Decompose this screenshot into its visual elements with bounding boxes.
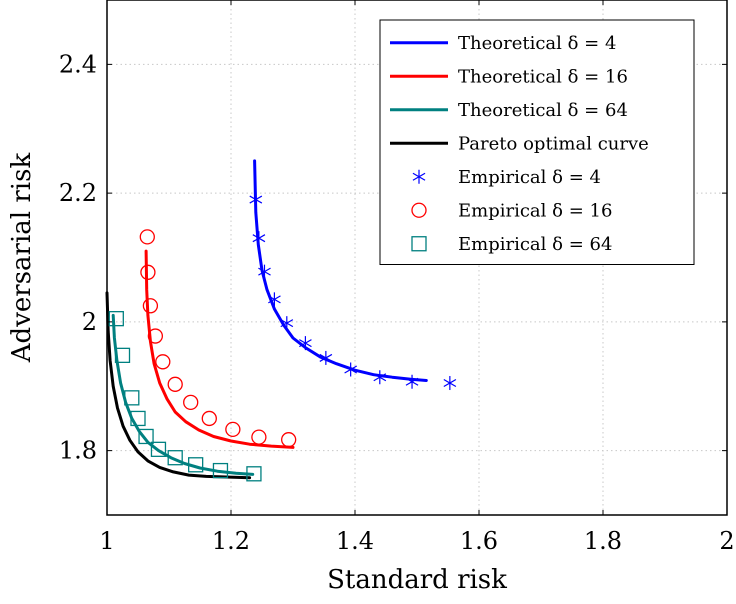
marker-circle (147, 328, 164, 344)
x-tick-label: 1.2 (212, 527, 250, 555)
marker-square (167, 450, 183, 466)
marker-square (246, 466, 262, 482)
marker-asterisk (268, 292, 281, 307)
marker-circle (155, 354, 171, 370)
legend-item: Empirical δ = 4 (412, 167, 601, 188)
series-markers (108, 192, 457, 482)
y-tick-label: 2.2 (59, 179, 97, 207)
marker-circle (251, 429, 267, 445)
marker-circle (411, 202, 427, 218)
legend-label: Empirical δ = 4 (458, 167, 601, 188)
marker-square (411, 236, 427, 252)
legend-label: Pareto optimal curve (458, 133, 649, 154)
legend-label: Theoretical δ = 64 (458, 100, 628, 121)
x-tick-label: 1.4 (336, 527, 374, 555)
marker-square (150, 441, 167, 457)
marker-square (138, 428, 154, 445)
marker-circle (281, 432, 297, 448)
legend-label: Theoretical δ = 16 (458, 66, 628, 87)
marker-square (108, 311, 124, 327)
marker-asterisk (443, 376, 457, 391)
marker-asterisk (344, 362, 358, 377)
legend-item: Theoretical δ = 64 (390, 100, 628, 121)
y-tick-label: 1.8 (59, 437, 97, 465)
legend-label: Theoretical δ = 4 (458, 33, 616, 54)
marker-asterisk (249, 192, 263, 207)
marker-asterisk (299, 336, 312, 351)
marker-circle (167, 376, 183, 392)
x-tick-labels: 1 1.2 1.4 1.6 1.8 2 (99, 527, 734, 555)
marker-circle (225, 421, 241, 438)
marker-square (114, 347, 131, 364)
legend-label: Empirical δ = 64 (458, 234, 612, 255)
marker-asterisk (412, 169, 426, 184)
marker-square (188, 457, 204, 473)
marker-asterisk (319, 350, 333, 365)
plot-frame (106, 0, 728, 516)
marker-square (130, 410, 146, 427)
marker-square (212, 462, 229, 479)
x-tick-label: 1 (99, 527, 114, 555)
series-line-3 (105, 291, 252, 480)
y-tick-labels: 1.8 2 2.2 2.4 (59, 50, 97, 464)
legend-item: Empirical δ = 16 (411, 200, 612, 221)
legend-item: Theoretical δ = 4 (390, 33, 616, 54)
marker-asterisk (373, 370, 387, 385)
x-axis-label: Standard risk (327, 565, 507, 595)
legend-item: Empirical δ = 64 (411, 234, 612, 255)
marker-asterisk (258, 264, 271, 279)
series-markers-4 (249, 192, 457, 391)
series-markers-6 (108, 311, 262, 482)
legend-item: Theoretical δ = 16 (390, 66, 628, 87)
series-markers-5 (139, 229, 297, 448)
marker-circle (201, 410, 217, 427)
y-tick-label: 2.4 (59, 50, 97, 78)
x-tick-label: 1.8 (584, 527, 622, 555)
marker-circle (183, 394, 199, 410)
marker-asterisk (280, 316, 294, 331)
marker-asterisk (252, 231, 266, 246)
marker-square (124, 390, 140, 406)
axis-ticks (106, 0, 728, 515)
x-tick-label: 1.6 (460, 527, 498, 555)
y-axis-label: Adversarial risk (7, 153, 37, 364)
marker-circle (139, 229, 155, 245)
series-line-1 (144, 249, 295, 449)
marker-circle (140, 264, 156, 280)
marker-asterisk (405, 374, 419, 389)
series-line-2 (111, 313, 255, 476)
series-lines (105, 159, 428, 480)
legend: Theoretical δ = 4 Theoretical δ = 16 Theor… (379, 19, 695, 265)
marker-circle (142, 298, 159, 314)
x-tick-label: 2 (719, 527, 734, 555)
legend-label: Empirical δ = 16 (458, 200, 612, 221)
legend-item: Pareto optimal curve (390, 133, 649, 154)
y-tick-label: 2 (82, 308, 97, 336)
